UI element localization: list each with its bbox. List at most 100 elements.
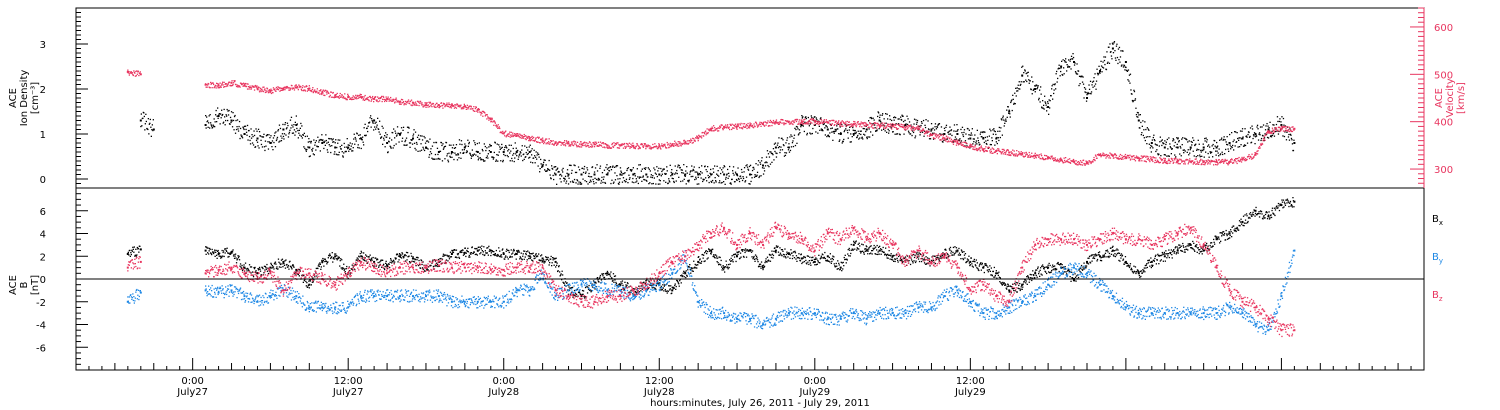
velocity-point xyxy=(256,87,259,90)
velocity-sample xyxy=(1116,158,1119,160)
velocity-sample xyxy=(220,86,222,88)
velocity-sample xyxy=(1077,161,1080,163)
ion-density-sample xyxy=(505,145,507,147)
velocity-sample xyxy=(401,102,403,104)
ion-density-sample xyxy=(151,129,153,131)
ion-density-sample xyxy=(1028,79,1030,81)
ion-density-sample xyxy=(452,144,455,146)
velocity-sample xyxy=(331,96,333,98)
velocity-sample xyxy=(943,137,946,139)
ion-density-sample xyxy=(1065,61,1067,63)
bx-sample xyxy=(277,258,280,260)
velocity-sample xyxy=(1010,151,1012,153)
bx-sample xyxy=(292,265,295,267)
ion-density-sample xyxy=(1183,152,1185,154)
ion-density-sample xyxy=(369,117,371,119)
velocity-sample xyxy=(371,97,373,99)
ion-density-sample xyxy=(656,166,658,168)
ion-density-sample xyxy=(349,148,351,150)
velocity-sample xyxy=(1286,126,1288,128)
velocity-sample xyxy=(788,121,790,123)
velocity-sample xyxy=(1161,159,1163,162)
velocity-sample xyxy=(1266,132,1268,134)
ion-density-sample xyxy=(1148,143,1150,145)
bx-sample xyxy=(332,261,334,263)
velocity-sample xyxy=(1077,164,1079,166)
velocity-sample xyxy=(1248,154,1250,156)
velocity-sample xyxy=(1240,161,1243,163)
velocity-sample xyxy=(967,146,969,148)
ion-density-sample xyxy=(1266,136,1269,139)
velocity-sample xyxy=(660,145,662,147)
velocity-sample xyxy=(732,124,735,126)
velocity-sample xyxy=(566,141,568,143)
ion-density-sample xyxy=(1191,144,1193,146)
ion-density-sample xyxy=(145,120,147,123)
velocity-sample xyxy=(1018,151,1020,153)
ion-density-sample xyxy=(762,173,765,175)
bx-sample xyxy=(236,258,239,260)
velocity-sample xyxy=(408,102,411,105)
ion-density-sample xyxy=(264,149,266,152)
ion-density-sample xyxy=(1004,120,1006,122)
ion-density-sample xyxy=(223,121,225,123)
ion-density-sample xyxy=(1034,91,1036,93)
ion-density-sample xyxy=(503,149,505,151)
ion-density-sample xyxy=(1056,70,1058,73)
ion-density-sample xyxy=(749,183,751,185)
bx-sample xyxy=(357,258,359,260)
ion-density-sample xyxy=(279,127,282,130)
ion-density-sample xyxy=(381,125,383,127)
ion-density-sample xyxy=(591,166,594,168)
velocity-sample xyxy=(1043,158,1045,161)
ion-density-sample xyxy=(1136,116,1138,118)
velocity-sample xyxy=(936,134,938,136)
bx-sample xyxy=(373,265,375,267)
velocity-sample xyxy=(510,134,512,136)
ion-density-sample xyxy=(353,138,355,140)
bx-sample xyxy=(312,277,314,279)
bx-sample xyxy=(359,259,361,262)
ion-density-sample xyxy=(662,169,664,171)
velocity-sample xyxy=(129,72,131,75)
ion-density-sample xyxy=(1151,139,1153,141)
ion-density-sample xyxy=(419,150,421,152)
ion-density-sample xyxy=(441,144,443,147)
velocity-sample xyxy=(873,127,875,129)
velocity-sample xyxy=(359,93,361,95)
velocity-sample xyxy=(253,86,255,88)
velocity-sample xyxy=(1133,155,1135,157)
ion-density-sample xyxy=(1013,103,1015,105)
ion-density-sample xyxy=(668,180,670,182)
velocity-sample xyxy=(662,145,664,147)
ion-density-sample xyxy=(542,163,544,165)
ion-density-sample xyxy=(359,134,361,136)
ion-density-sample xyxy=(363,144,365,146)
ion-density-sample xyxy=(1217,145,1219,147)
ion-density-sample xyxy=(457,153,459,155)
velocity-sample xyxy=(586,144,589,146)
velocity-sample xyxy=(730,124,732,127)
ion-density-sample xyxy=(515,153,517,155)
velocity-sample xyxy=(938,134,940,136)
velocity-sample xyxy=(551,140,553,143)
ion-density-sample xyxy=(1032,81,1034,83)
velocity-sample xyxy=(257,89,259,91)
ion-density-sample xyxy=(1058,67,1060,69)
ion-density-sample xyxy=(1095,80,1098,82)
velocity-sample xyxy=(701,137,703,139)
ion-density-sample xyxy=(1124,69,1126,71)
velocity-sample xyxy=(334,96,336,98)
ion-density-sample xyxy=(508,144,510,146)
ion-density-sample xyxy=(815,131,817,133)
bx-sample xyxy=(221,256,223,259)
ion-density-sample xyxy=(386,134,388,136)
bx-sample xyxy=(370,258,372,260)
ion-density-sample xyxy=(1050,95,1052,97)
ion-density-sample xyxy=(1207,145,1209,147)
ion-density-sample xyxy=(1021,75,1023,77)
velocity-sample xyxy=(413,103,416,106)
ion-density-sample xyxy=(801,117,803,119)
data-points-layer xyxy=(126,41,1296,338)
ion-density-sample xyxy=(295,131,297,133)
